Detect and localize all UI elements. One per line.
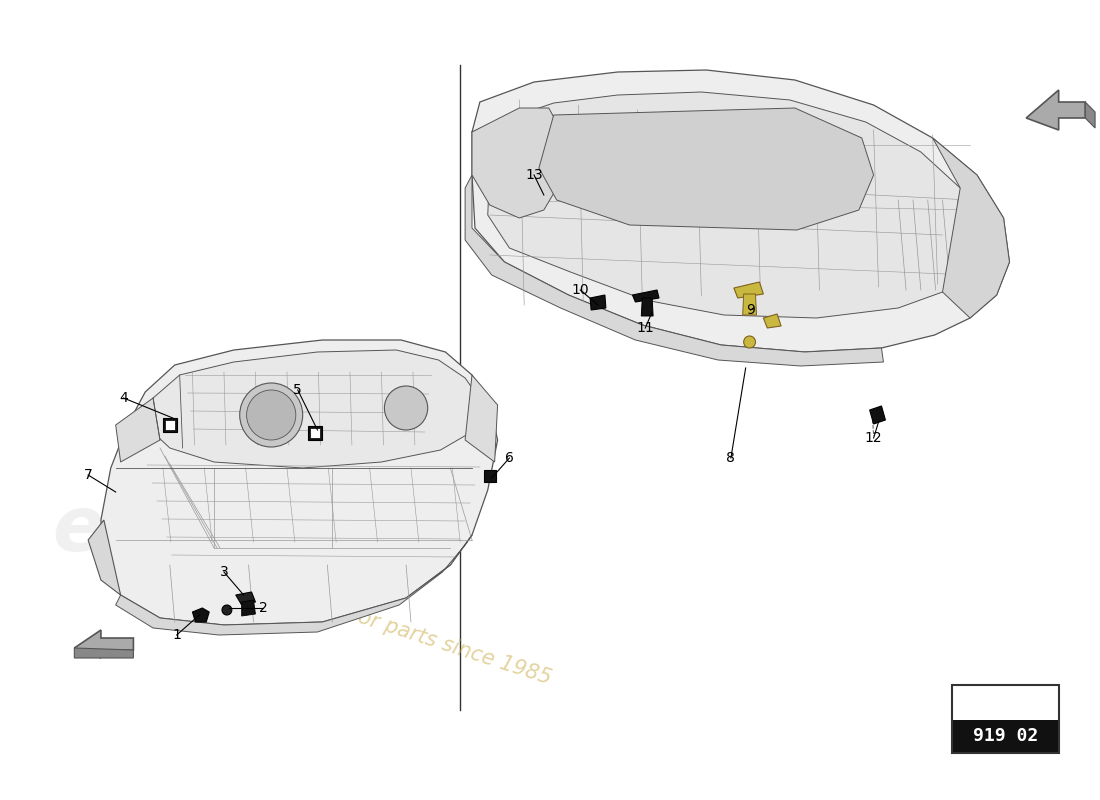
Text: 7: 7	[84, 468, 92, 482]
Text: a passion for parts since 1985: a passion for parts since 1985	[249, 572, 554, 688]
Polygon shape	[163, 418, 177, 432]
Polygon shape	[1026, 90, 1086, 130]
Text: 6: 6	[505, 451, 514, 465]
Polygon shape	[192, 608, 209, 622]
Text: 12: 12	[865, 431, 882, 445]
Polygon shape	[88, 520, 121, 595]
Polygon shape	[870, 406, 886, 424]
Text: 10: 10	[572, 283, 590, 297]
Polygon shape	[465, 375, 497, 462]
Polygon shape	[632, 290, 659, 302]
Text: 11: 11	[637, 321, 654, 335]
Circle shape	[222, 605, 232, 615]
Polygon shape	[487, 92, 977, 318]
Text: 919 02: 919 02	[972, 727, 1038, 745]
Polygon shape	[539, 108, 873, 230]
Circle shape	[246, 390, 296, 440]
Polygon shape	[933, 138, 1010, 318]
Text: 13: 13	[525, 168, 542, 182]
Polygon shape	[101, 340, 497, 625]
Polygon shape	[116, 398, 160, 462]
Circle shape	[744, 336, 756, 348]
Text: europarts: europarts	[53, 493, 474, 567]
Polygon shape	[308, 426, 322, 440]
Polygon shape	[242, 600, 255, 616]
Text: 1: 1	[173, 628, 182, 642]
Polygon shape	[75, 648, 133, 658]
Bar	[953, 685, 1058, 753]
Polygon shape	[145, 350, 482, 468]
Polygon shape	[742, 294, 757, 315]
Polygon shape	[472, 108, 563, 218]
Polygon shape	[734, 282, 763, 298]
Text: 5: 5	[294, 383, 302, 397]
Polygon shape	[75, 630, 133, 658]
Polygon shape	[484, 470, 496, 482]
Polygon shape	[763, 314, 781, 328]
Polygon shape	[641, 298, 653, 316]
Polygon shape	[116, 535, 472, 635]
Polygon shape	[309, 428, 320, 438]
Text: 3: 3	[220, 565, 229, 579]
Text: 8: 8	[726, 451, 735, 465]
Bar	[954, 720, 1058, 752]
Polygon shape	[472, 70, 1010, 352]
Polygon shape	[165, 420, 175, 430]
Circle shape	[384, 386, 428, 430]
Text: 4: 4	[119, 391, 128, 405]
Text: 9: 9	[746, 303, 755, 317]
Text: 2: 2	[258, 601, 267, 615]
Circle shape	[240, 383, 303, 447]
Polygon shape	[1086, 102, 1096, 128]
Polygon shape	[465, 175, 883, 366]
Polygon shape	[590, 295, 606, 310]
Polygon shape	[235, 592, 255, 605]
